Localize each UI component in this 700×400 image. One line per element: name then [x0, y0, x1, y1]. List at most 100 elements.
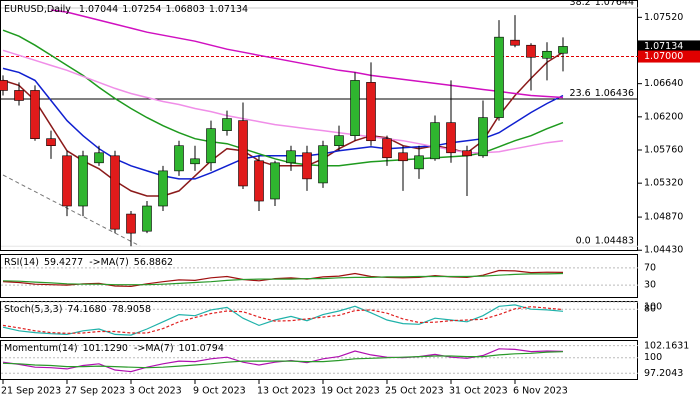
candle-body	[158, 170, 168, 207]
candle-body	[190, 158, 200, 165]
y-tick-label: 80	[644, 304, 656, 315]
y-tick-label: 30	[644, 280, 656, 291]
y-tick-label: 97.2043	[644, 368, 683, 379]
price-box	[638, 40, 700, 53]
fib-level-price: 1.07644	[595, 0, 634, 7]
candle-body	[78, 155, 88, 207]
indicator-header: RSI(14) 59.4277 ->MA(7) 56.8862	[4, 257, 173, 268]
fib-level-price: 1.06436	[595, 88, 634, 99]
x-tick-label: 27 Sep 2023	[65, 386, 125, 397]
indicator-value: 78.9058	[112, 304, 151, 315]
indicator-name: ->MA(7)	[134, 343, 174, 354]
price-box-label: 1.07134	[644, 41, 683, 52]
candle-body	[462, 150, 472, 157]
y-tick-label: 1.04870	[644, 212, 683, 223]
candle-body	[254, 160, 264, 202]
price-line-label: 1.07000	[644, 51, 683, 62]
main-frame	[0, 0, 638, 251]
candle-body	[142, 205, 152, 232]
y-tick-label: 102.1631	[644, 341, 689, 352]
indicator-header: Momentum(14) 101.1290 ->MA(7) 101.0794	[4, 343, 224, 354]
y-tick-label: 1.05760	[644, 144, 683, 155]
candle-body	[270, 162, 280, 200]
x-tick-label: 21 Sep 2023	[1, 386, 61, 397]
candle-body	[286, 150, 296, 164]
header-low: 1.06803	[166, 4, 205, 15]
y-tick-label: 1.07520	[644, 12, 683, 23]
header-open: 1.07044	[79, 4, 118, 15]
candle-body	[382, 138, 392, 159]
candle-body	[446, 122, 456, 154]
indicator-value: 74.1680	[67, 304, 106, 315]
fib-level-name: 38.2	[570, 0, 591, 7]
candle-body	[94, 152, 104, 164]
candle-body	[558, 46, 568, 54]
indicator-name: Momentum(14)	[4, 343, 78, 354]
indicator-line	[2, 306, 564, 334]
candle-body	[526, 44, 536, 58]
fib-level-price: 1.04483	[595, 235, 634, 246]
indicator-name: ->MA(7)	[89, 257, 129, 268]
candle-body	[222, 118, 232, 131]
indicator-value: 101.1290	[83, 343, 128, 354]
chart-header: EURUSD,Daily 1.07044 1.07254 1.06803 1.07134	[4, 4, 248, 15]
momentum-frame	[0, 340, 638, 380]
header-close: 1.07134	[209, 4, 248, 15]
candle-body	[174, 145, 184, 172]
fib-label: 0.0 1.04483	[576, 235, 634, 246]
candle-body	[0, 80, 8, 91]
price-line-box	[638, 50, 700, 63]
fib-trendline	[2, 174, 141, 247]
indicator-header: Stoch(5,3,3) 74.1680 78.9058	[4, 304, 151, 315]
candle-body	[414, 155, 424, 170]
indicator-name: RSI(14)	[4, 257, 39, 268]
header-high: 1.07254	[122, 4, 161, 15]
candle-body	[430, 122, 440, 160]
x-tick-label: 31 Oct 2023	[449, 386, 508, 397]
indicator-line	[2, 351, 564, 369]
y-tick-label: 1.06200	[644, 111, 683, 122]
candle-body	[478, 117, 488, 157]
x-tick-label: 13 Oct 2023	[257, 386, 316, 397]
candle-body	[238, 120, 248, 187]
indicator-value: 56.8862	[134, 257, 173, 268]
y-tick-label: 100	[644, 352, 662, 363]
candle-body	[126, 213, 136, 234]
indicator-line	[2, 272, 564, 286]
y-tick-label: 1.05320	[644, 178, 683, 189]
candle-body	[334, 135, 344, 147]
candle-body	[510, 39, 520, 46]
y-tick-label: 1.04430	[644, 245, 683, 256]
y-tick-label: 1.06640	[644, 78, 683, 89]
x-tick-label: 9 Oct 2023	[193, 386, 246, 397]
moving-average	[2, 67, 564, 180]
candle-body	[318, 145, 328, 184]
x-tick-label: 3 Oct 2023	[129, 386, 182, 397]
candle-body	[30, 90, 40, 139]
candle-body	[350, 80, 360, 136]
candle-body	[46, 138, 56, 147]
candle-body	[206, 128, 216, 164]
x-tick-label: 6 Nov 2023	[513, 386, 568, 397]
candle-body	[302, 152, 312, 180]
candle-body	[542, 50, 552, 59]
fib-level-name: 23.6	[570, 88, 591, 99]
candle-body	[62, 155, 72, 207]
fib-label: 23.6 1.06436	[570, 88, 634, 99]
candle-body	[14, 90, 24, 101]
rsi-frame	[0, 254, 638, 298]
indicator-value: 59.4277	[44, 257, 83, 268]
indicator-name: Stoch(5,3,3)	[4, 304, 62, 315]
indicator-line	[2, 304, 564, 336]
y-tick-label: 70	[644, 262, 656, 273]
fib-label: 38.2 1.07644	[570, 0, 634, 7]
fib-level-name: 0.0	[576, 235, 591, 246]
candle-body	[366, 82, 376, 142]
x-tick-label: 25 Oct 2023	[385, 386, 444, 397]
candle-body	[398, 152, 408, 162]
x-tick-label: 19 Oct 2023	[321, 386, 380, 397]
indicator-value: 101.0794	[179, 343, 224, 354]
moving-average	[50, 9, 564, 99]
